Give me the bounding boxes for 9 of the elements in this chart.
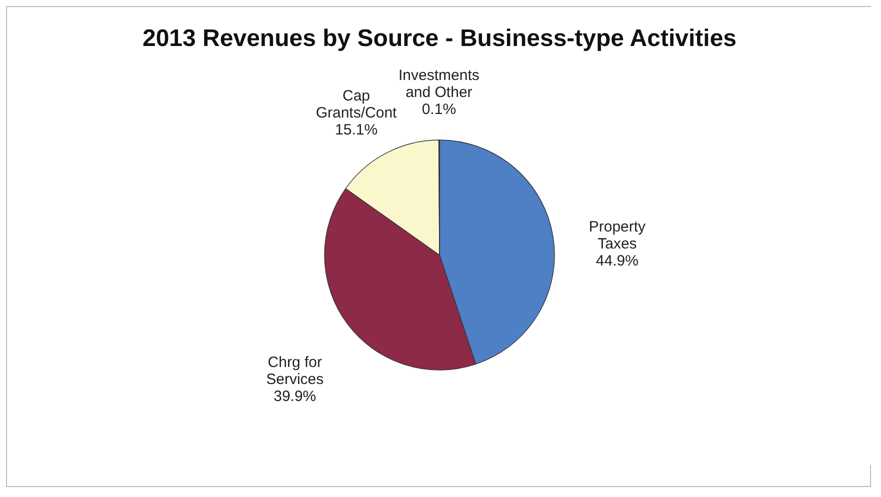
data-label: 44.9% bbox=[596, 252, 638, 270]
slice-label: Property Taxes bbox=[588, 218, 646, 252]
data-label: 0.1% bbox=[422, 101, 456, 118]
slice-label: Investments and Other bbox=[398, 67, 480, 101]
slice-label: Cap Grants/Cont bbox=[316, 87, 398, 122]
chart-title: 2013 Revenues by Source - Business-type Activities bbox=[142, 25, 737, 52]
data-label: 15.1% bbox=[335, 121, 378, 138]
data-label: 39.9% bbox=[274, 388, 316, 406]
slice-label: Chrg for Services bbox=[266, 354, 324, 388]
